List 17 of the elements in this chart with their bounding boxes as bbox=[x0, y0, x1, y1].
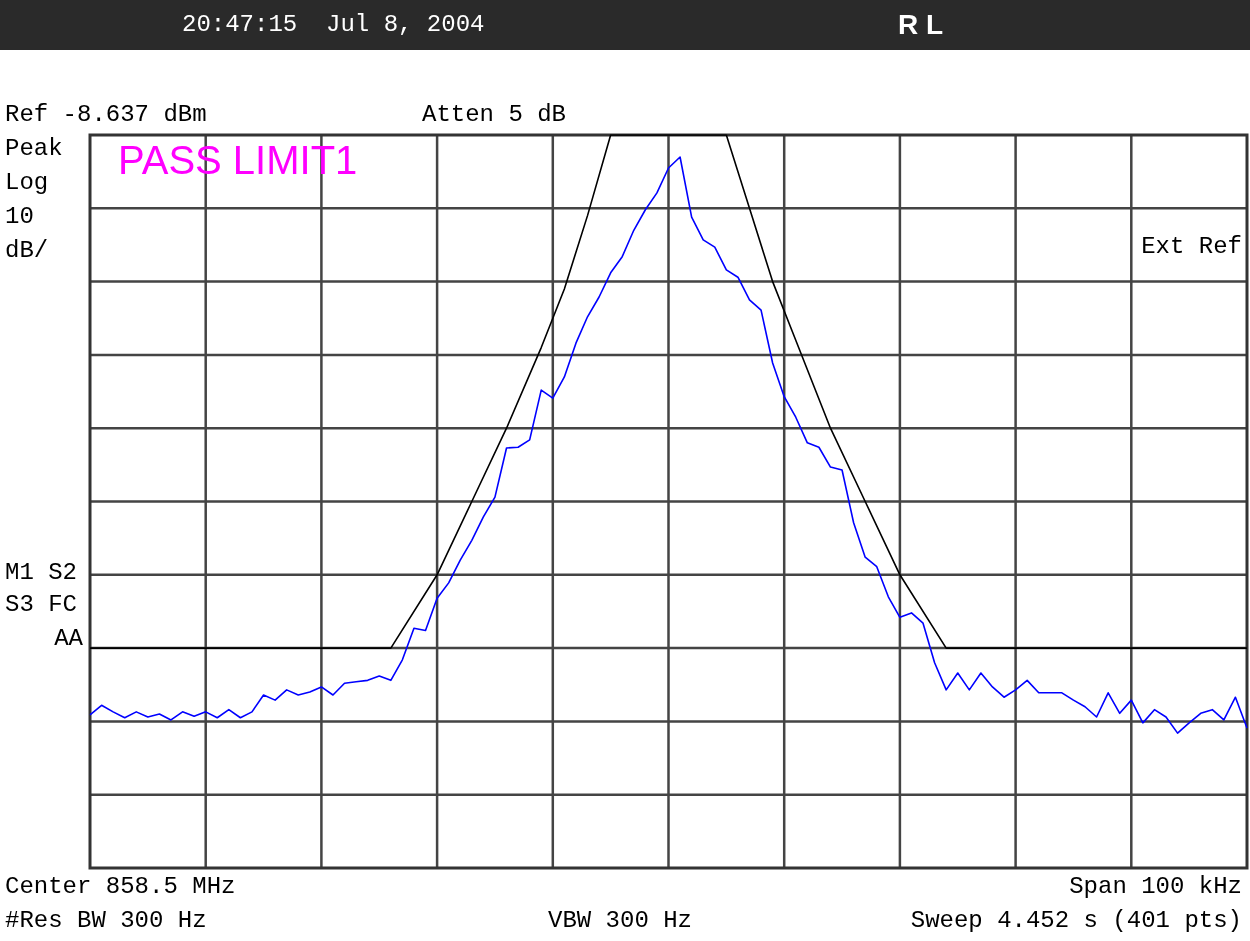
text: R L bbox=[898, 9, 944, 40]
text: Atten 5 dB bbox=[422, 100, 567, 130]
text: #Res BW 300 Hz bbox=[5, 906, 207, 936]
text: AA bbox=[54, 624, 83, 654]
text: dB/ bbox=[5, 236, 49, 266]
text: Center 858.5 MHz bbox=[5, 872, 236, 902]
text: Sweep 4.452 s (401 pts) bbox=[910, 906, 1242, 936]
text: Log bbox=[5, 168, 49, 198]
text: Span 100 kHz bbox=[1069, 872, 1242, 902]
text: Ref -8.637 dBm bbox=[5, 100, 207, 130]
text: 20:47:15 Jul 8, 2004 bbox=[182, 10, 485, 40]
text: M1 S2 bbox=[5, 558, 78, 588]
annotation: Ext Ref bbox=[1141, 232, 1242, 262]
text: S3 FC bbox=[5, 590, 78, 620]
text: 10 bbox=[5, 202, 34, 232]
text: VBW 300 Hz bbox=[548, 906, 693, 936]
text: Peak bbox=[5, 134, 63, 164]
